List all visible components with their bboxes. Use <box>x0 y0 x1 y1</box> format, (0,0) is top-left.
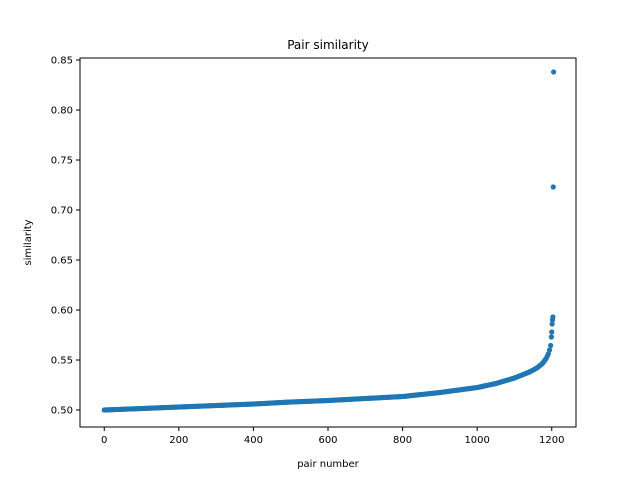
y-tick-label: 0.75 <box>51 156 73 167</box>
x-tick-label: 600 <box>318 435 337 446</box>
data-point <box>549 321 555 327</box>
chart-title: Pair similarity <box>287 38 369 52</box>
x-tick-label: 0 <box>101 435 107 446</box>
x-tick-label: 400 <box>244 435 263 446</box>
data-point <box>550 314 556 320</box>
y-tick-label: 0.85 <box>51 56 73 67</box>
x-tick-label: 200 <box>169 435 188 446</box>
data-point <box>546 347 553 353</box>
x-tick-label: 800 <box>393 435 412 446</box>
y-tick-label: 0.60 <box>51 306 73 317</box>
x-tick-label: 1200 <box>539 435 564 446</box>
data-point <box>548 342 554 349</box>
y-axis-ticks: 0.50 0.55 0.60 0.65 0.70 0.75 0.80 0.85 <box>51 56 80 417</box>
y-tick-label: 0.65 <box>51 256 73 267</box>
y-tick-label: 0.80 <box>51 106 73 117</box>
y-axis-label: similarity <box>23 219 34 265</box>
y-tick-label: 0.70 <box>51 206 73 217</box>
data-point <box>549 329 555 335</box>
x-axis-label: pair number <box>297 459 359 470</box>
data-point <box>548 334 554 340</box>
data-point <box>550 184 556 190</box>
y-tick-label: 0.55 <box>51 356 73 367</box>
y-tick-label: 0.50 <box>51 406 73 417</box>
x-tick-label: 1000 <box>464 435 489 446</box>
data-point <box>551 69 557 75</box>
x-axis-ticks: 0 200 400 600 800 1000 1200 <box>101 427 564 446</box>
data-points <box>101 69 557 413</box>
